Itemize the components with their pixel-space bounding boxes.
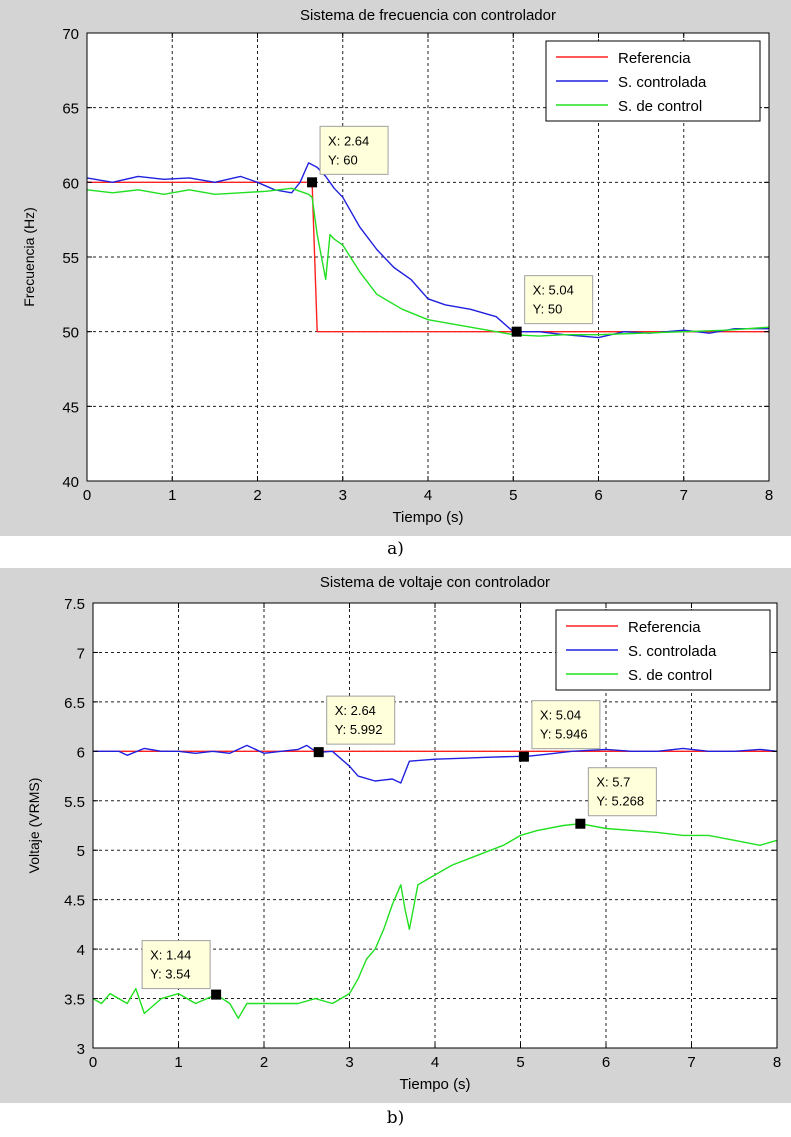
datatip-y-label: Y: 5.992: [335, 722, 383, 737]
y-tick-label: 70: [62, 26, 79, 43]
datatip-x-label: X: 1.44: [150, 948, 191, 963]
x-tick-label: 6: [602, 1054, 610, 1071]
datatip-box: [141, 940, 211, 990]
x-tick-label: 0: [89, 1054, 97, 1071]
chart-title: Sistema de frecuencia con controlador: [300, 7, 556, 24]
caption-b: b): [386, 1108, 405, 1128]
x-tick-label: 5: [509, 487, 517, 504]
y-axis-label: Voltaje (VRMS): [26, 778, 42, 874]
datatip-y-label: Y: 3.54: [150, 967, 190, 982]
datatip-x-label: X: 5.7: [596, 775, 630, 790]
datatip-y-label: Y: 5.946: [540, 727, 588, 742]
datatip-marker: [211, 989, 222, 1000]
x-tick-label: 3: [339, 487, 347, 504]
voltage-figure-panel: 0 1 2 3 4 5 6 7 8 3 3.5 4 4.5 5 5.5 6 6.5 7 7.5 Sistema de …: [0, 568, 791, 1103]
frequency-figure-panel: 0 1 2 3 4 5 6 7 8 40 45 50 55 60 65 70 Sistema de frecue…: [0, 0, 791, 536]
voltage-chart: 0 1 2 3 4 5 6 7 8 3 3.5 4 4.5 5 5.5 6 6.5 7 7.5 Sistema de …: [26, 574, 781, 1093]
y-tick-label: 7: [77, 645, 85, 662]
datatip-x-label: X: 5.04: [533, 283, 574, 298]
datatip-marker: [518, 751, 529, 762]
y-tick-label: 5.5: [64, 794, 85, 811]
y-tick-label: 5: [77, 843, 85, 860]
x-tick-label: 4: [431, 1054, 439, 1071]
x-tick-label: 2: [260, 1054, 268, 1071]
y-tick-label: 60: [62, 175, 79, 192]
datatip-marker: [313, 747, 324, 758]
datatip-y-label: Y: 50: [533, 302, 563, 317]
datatip-box: [531, 700, 601, 750]
datatip-x-label: X: 2.64: [335, 703, 376, 718]
y-tick-label: 50: [62, 325, 79, 342]
legend-label-2: S. controlada: [628, 643, 717, 660]
y-tick-label: 6.5: [64, 695, 85, 712]
y-tick-label: 4.5: [64, 893, 85, 910]
y-tick-label: 55: [62, 250, 79, 267]
datatip-box: [524, 275, 594, 325]
legend-box: [555, 609, 771, 691]
y-tick-label: 4: [77, 942, 85, 959]
y-tick-label: 65: [62, 101, 79, 118]
x-tick-label: 8: [773, 1054, 781, 1071]
x-tick-label: 6: [594, 487, 602, 504]
y-tick-label: 3.5: [64, 992, 85, 1009]
x-tick-label: 7: [687, 1054, 695, 1071]
x-tick-label: 0: [83, 487, 91, 504]
legend-label-2: S. controlada: [618, 74, 707, 91]
datatip-marker: [575, 818, 586, 829]
datatip-y-label: Y: 60: [328, 152, 358, 167]
datatip-x-label: X: 5.04: [540, 708, 581, 723]
x-axis-label: Tiempo (s): [399, 1076, 470, 1093]
x-tick-label: 5: [516, 1054, 524, 1071]
chart-title: Sistema de voltaje con controlador: [320, 574, 550, 591]
datatip-box: [319, 125, 389, 175]
x-tick-label: 2: [253, 487, 261, 504]
y-tick-label: 6: [77, 744, 85, 761]
series-line-2: [93, 744, 778, 784]
x-tick-label: 1: [168, 487, 176, 504]
x-tick-label: 8: [765, 487, 773, 504]
series-line-3: [86, 187, 770, 337]
datatip-x-label: X: 2.64: [328, 133, 369, 148]
legend-label-1: Referencia: [628, 619, 701, 636]
x-tick-label: 3: [345, 1054, 353, 1071]
datatip-marker: [307, 177, 318, 188]
grid: [87, 33, 769, 481]
y-tick-label: 7.5: [64, 596, 85, 613]
legend-label-3: S. de control: [628, 667, 712, 684]
series-line-3: [92, 822, 778, 1019]
caption-a: a): [387, 539, 404, 559]
datatip-box: [587, 767, 657, 817]
datatip-y-label: Y: 5.268: [596, 794, 644, 809]
x-tick-label: 7: [680, 487, 688, 504]
x-tick-label: 1: [174, 1054, 182, 1071]
legend-label-3: S. de control: [618, 98, 702, 115]
y-tick-label: 3: [77, 1041, 85, 1058]
y-tick-label: 40: [62, 474, 79, 491]
x-axis-label: Tiempo (s): [392, 509, 463, 526]
datatip-box: [326, 695, 396, 745]
datatip-marker: [511, 326, 522, 337]
legend-label-1: Referencia: [618, 50, 691, 67]
y-axis-label: Frecuencia (Hz): [21, 207, 37, 307]
y-tick-label: 45: [62, 399, 79, 416]
x-tick-label: 4: [424, 487, 432, 504]
